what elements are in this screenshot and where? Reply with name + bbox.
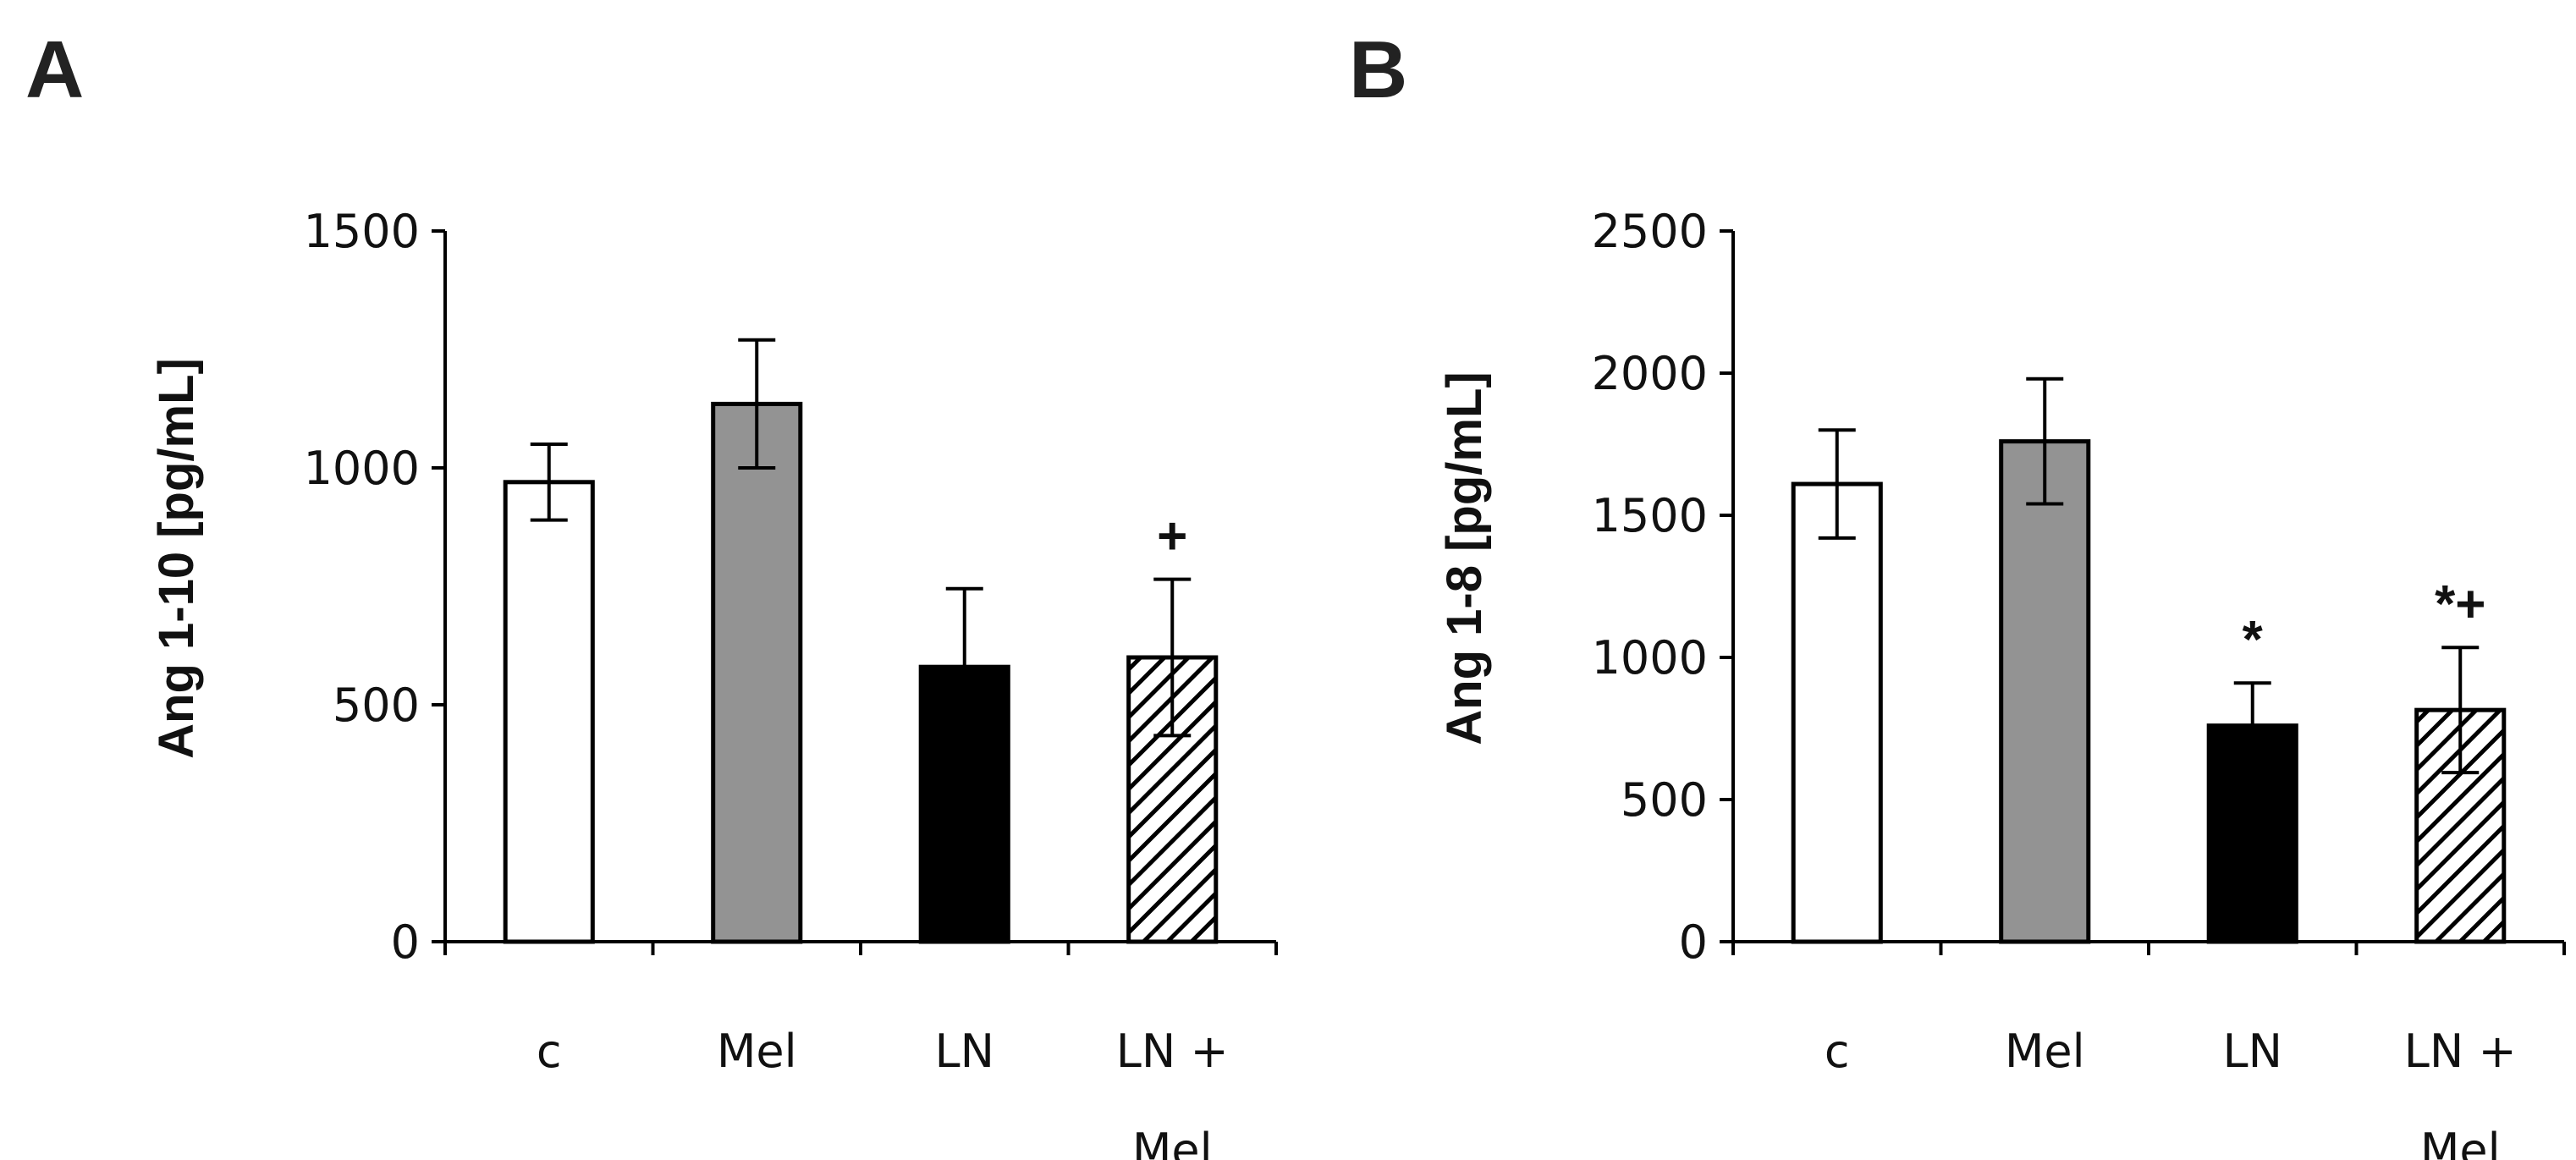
x-category-label: Mel (1132, 1124, 1213, 1160)
x-category-label: Mel (717, 1025, 797, 1078)
y-tick-label: 1000 (1592, 631, 1708, 684)
panel-letter: B (1349, 25, 1407, 115)
bar (1791, 481, 1883, 944)
bar (711, 401, 803, 944)
y-tick-label: 0 (1679, 915, 1708, 969)
significance-annotation: * (2243, 611, 2264, 669)
bar (503, 480, 595, 944)
y-tick-label: 500 (333, 679, 420, 732)
x-category-label: LN + (1116, 1025, 1229, 1078)
bar (1999, 439, 2091, 944)
y-tick-label: 0 (391, 915, 420, 969)
y-tick-label: 1500 (304, 205, 420, 258)
x-category-label: LN (935, 1025, 994, 1078)
x-category-label: Mel (2420, 1124, 2501, 1160)
y-tick-label: 1000 (304, 442, 420, 495)
significance-annotation: + (1157, 508, 1187, 566)
x-category-label: LN + (2404, 1025, 2517, 1078)
x-category-label: c (537, 1025, 562, 1078)
y-tick-label: 1500 (1592, 489, 1708, 542)
y-tick-label: 2500 (1592, 205, 1708, 258)
panel-a: A 0 500 1000 1500 Ang 1-10 [pg/mL] c Mel LN + LN +… (25, 25, 1278, 1160)
panel-b: B 0 500 1000 1500 2000 2500 Ang 1-8 [pg/mL] c Mel… (1349, 25, 2566, 1160)
y-tick-label: 500 (1621, 773, 1708, 827)
x-category-label: c (1825, 1025, 1850, 1078)
x-category-label: Mel (2005, 1025, 2085, 1078)
y-axis-label: Ang 1-10 [pg/mL] (149, 358, 204, 759)
y-axis-label: Ang 1-8 [pg/mL] (1437, 371, 1492, 745)
panel-letter: A (25, 25, 84, 115)
significance-annotation: *+ (2435, 575, 2485, 634)
y-tick-label: 2000 (1592, 347, 1708, 400)
x-category-label: LN (2223, 1025, 2282, 1078)
